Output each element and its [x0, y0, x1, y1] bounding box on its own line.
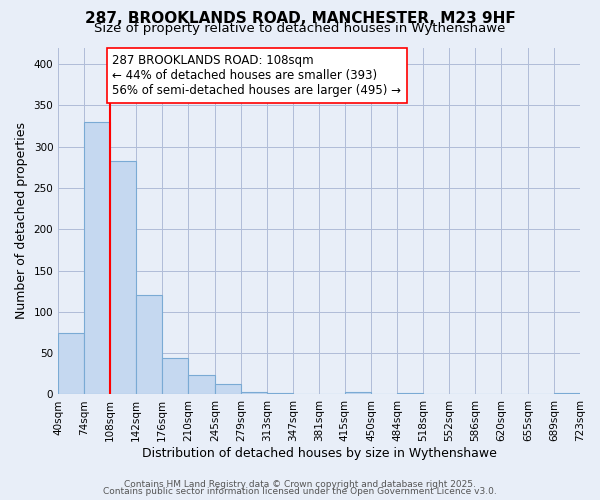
- Text: 287 BROOKLANDS ROAD: 108sqm
← 44% of detached houses are smaller (393)
56% of se: 287 BROOKLANDS ROAD: 108sqm ← 44% of det…: [112, 54, 401, 97]
- X-axis label: Distribution of detached houses by size in Wythenshawe: Distribution of detached houses by size …: [142, 447, 497, 460]
- Text: Contains HM Land Registry data © Crown copyright and database right 2025.: Contains HM Land Registry data © Crown c…: [124, 480, 476, 489]
- Text: 287, BROOKLANDS ROAD, MANCHESTER, M23 9HF: 287, BROOKLANDS ROAD, MANCHESTER, M23 9H…: [85, 11, 515, 26]
- Bar: [136, 296, 162, 394]
- Bar: [344, 392, 371, 394]
- Bar: [215, 384, 241, 394]
- Bar: [267, 393, 293, 394]
- Bar: [188, 376, 215, 394]
- Bar: [397, 393, 424, 394]
- Bar: [84, 122, 110, 394]
- Bar: [110, 160, 136, 394]
- Bar: [241, 392, 267, 394]
- Bar: [162, 358, 188, 395]
- Bar: [554, 393, 580, 394]
- Text: Contains public sector information licensed under the Open Government Licence v3: Contains public sector information licen…: [103, 487, 497, 496]
- Y-axis label: Number of detached properties: Number of detached properties: [15, 122, 28, 320]
- Bar: [58, 332, 84, 394]
- Text: Size of property relative to detached houses in Wythenshawe: Size of property relative to detached ho…: [94, 22, 506, 35]
